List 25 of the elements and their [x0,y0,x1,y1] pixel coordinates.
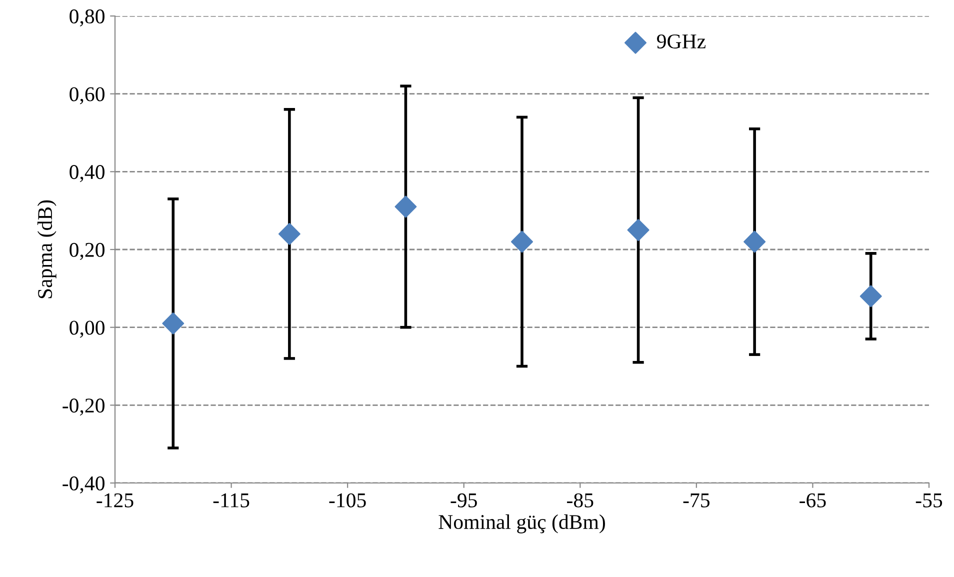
x-axis-title: Nominal güç (dBm) [438,514,605,534]
legend-label: 9GHz [657,34,706,48]
point [511,230,533,253]
x-tick-label: -65 [800,493,826,508]
y-axis-title: Sapma (dB) [37,200,56,298]
y-tick-label: 0,60 [70,87,104,104]
x-tick-label: -115 [213,493,250,508]
y-tick-label: 0,40 [70,165,104,182]
point [278,222,300,245]
y-tick-label: 0,00 [70,320,104,338]
y-tick-label: -0,20 [62,398,104,416]
x-tick-label: -105 [329,493,366,508]
point [394,196,417,218]
x-tick-label: -95 [450,493,477,508]
point [627,219,650,242]
y-tick-label: 0,80 [70,9,104,26]
x-tick-label: -125 [96,493,134,508]
y-tick-label: -0,40 [62,476,104,494]
y-tick-label: 0,20 [70,242,104,260]
point [744,230,766,253]
x-tick-label: -55 [916,494,942,508]
point [860,285,882,308]
point [162,312,184,334]
x-tick-label: -75 [683,494,710,508]
x-tick-label: -85 [567,493,594,508]
